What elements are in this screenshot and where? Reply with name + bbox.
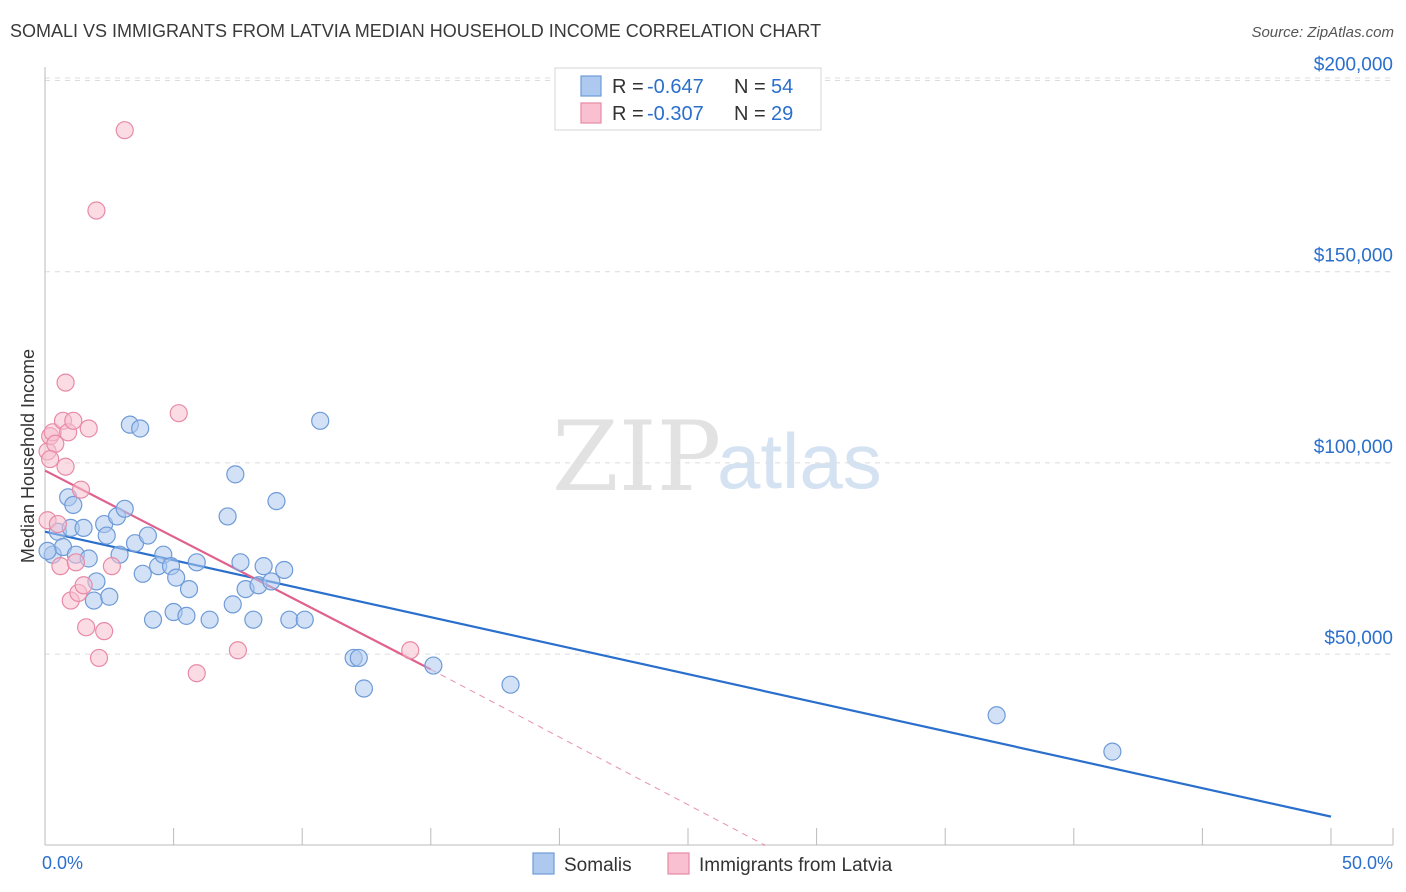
- series-points-somalis: [38, 411, 1122, 761]
- chart-title: SOMALI VS IMMIGRANTS FROM LATVIA MEDIAN …: [10, 21, 822, 41]
- bottom-legend-swatch-latvia: [667, 852, 690, 875]
- data-point: [349, 648, 368, 668]
- data-point: [143, 610, 163, 629]
- data-point: [56, 373, 75, 392]
- legend-swatch-latvia: [580, 102, 602, 124]
- data-point: [77, 618, 96, 637]
- data-point: [226, 465, 245, 484]
- data-point: [89, 648, 109, 668]
- data-point: [218, 507, 237, 526]
- data-point: [74, 518, 93, 538]
- data-point: [228, 641, 247, 660]
- data-point: [262, 572, 281, 591]
- data-point: [295, 610, 314, 629]
- legend-n-value-latvia: 29: [771, 103, 793, 125]
- data-point: [51, 557, 70, 576]
- data-point: [87, 201, 106, 220]
- data-point: [100, 587, 119, 606]
- bottom-legend-label-somalis: Somalis: [564, 855, 632, 876]
- data-point: [987, 706, 1006, 725]
- legend-r-label-1: R =: [612, 76, 644, 98]
- data-point: [74, 576, 93, 595]
- data-point: [244, 610, 263, 629]
- y-axis-label: Median Household Income: [18, 349, 38, 563]
- y-tick-label: $150,000: [1314, 246, 1393, 267]
- chart-source: Source: ZipAtlas.com: [1251, 24, 1394, 41]
- legend-n-label-1: N =: [734, 76, 766, 98]
- x-tick-label-max: 50.0%: [1342, 853, 1393, 873]
- data-point: [187, 553, 206, 572]
- data-point: [56, 457, 75, 476]
- legend-r-label-2: R =: [612, 103, 644, 125]
- data-point: [231, 553, 250, 572]
- x-tick-labels: 0.0% 50.0%: [42, 853, 1393, 873]
- data-point: [311, 411, 330, 430]
- data-point: [41, 449, 60, 469]
- data-point: [115, 499, 134, 518]
- data-point: [64, 411, 83, 430]
- watermark-zip: ZIP: [552, 401, 721, 513]
- data-point: [275, 560, 294, 580]
- trend-extension-latvia: [430, 668, 766, 846]
- y-tick-label: $100,000: [1314, 437, 1393, 458]
- legend-r-value-latvia: -0.307: [647, 103, 704, 125]
- data-point: [97, 526, 116, 545]
- bottom-legend-label-latvia: Immigrants from Latvia: [699, 855, 893, 876]
- legend-n-value-somalis: 54: [771, 76, 793, 98]
- legend-r-value-somalis: -0.647: [647, 76, 704, 98]
- data-point: [169, 404, 188, 423]
- data-point: [167, 568, 186, 587]
- data-point: [267, 492, 286, 511]
- y-tick-label: $50,000: [1324, 628, 1393, 649]
- data-point: [79, 419, 98, 438]
- data-point: [48, 514, 67, 534]
- data-point: [138, 526, 157, 545]
- legend-n-label-2: N =: [734, 103, 766, 125]
- series-legend: Somalis Immigrants from Latvia: [532, 852, 893, 876]
- data-point: [223, 595, 242, 614]
- data-point: [179, 579, 199, 599]
- data-point: [64, 495, 83, 515]
- data-point: [84, 591, 103, 610]
- series-points-latvia: [38, 121, 420, 683]
- data-points: [38, 121, 1122, 761]
- y-tick-labels: $50,000 $100,000 $150,000 $200,000: [1314, 55, 1393, 650]
- data-point: [95, 622, 114, 641]
- data-point: [1103, 742, 1122, 761]
- stats-legend: R = -0.647 N = 54 R = -0.307 N = 29: [554, 67, 822, 131]
- data-point: [200, 610, 219, 629]
- data-point: [38, 541, 57, 560]
- data-point: [401, 641, 420, 660]
- data-point: [280, 610, 299, 629]
- legend-swatch-somalis: [580, 75, 602, 97]
- data-point: [66, 553, 85, 572]
- x-tick-label-min: 0.0%: [42, 853, 83, 873]
- data-point: [254, 557, 273, 576]
- data-point: [354, 679, 374, 698]
- data-point: [187, 664, 206, 683]
- data-point: [102, 557, 121, 576]
- bottom-legend-swatch-somalis: [532, 852, 555, 875]
- data-point: [71, 480, 91, 499]
- watermark-atlas: atlas: [717, 417, 882, 505]
- data-point: [177, 606, 196, 625]
- data-point: [131, 419, 150, 438]
- data-point: [424, 656, 443, 675]
- trend-line-somalis: [44, 530, 1332, 818]
- y-tick-label: $200,000: [1314, 55, 1393, 76]
- data-point: [501, 675, 520, 694]
- watermark: ZIP atlas: [552, 401, 882, 513]
- data-point: [115, 121, 134, 140]
- data-point: [133, 564, 152, 583]
